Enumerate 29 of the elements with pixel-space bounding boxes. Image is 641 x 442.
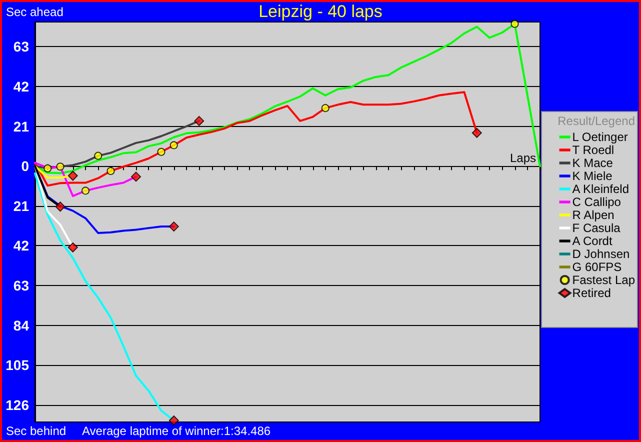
legend-label: Fastest Lap <box>572 273 636 287</box>
y-tick-label: 21 <box>13 198 30 214</box>
legend-label: R Alpen <box>572 208 614 222</box>
y-tick-label: 0 <box>21 158 30 174</box>
y-tick-label: 42 <box>13 78 30 94</box>
x-axis-title: Laps <box>510 151 536 166</box>
legend-label: G 60FPS <box>572 260 622 274</box>
y-tick-label: 126 <box>6 396 30 413</box>
legend-label: C Callipo <box>572 195 622 209</box>
y-tick-label: 84 <box>13 317 30 334</box>
legend-label: T Roedl <box>572 143 614 157</box>
legend-label: F Casula <box>572 221 621 235</box>
y-axis-title: Sec ahead <box>6 5 64 19</box>
legend-label: K Mace <box>572 156 614 170</box>
legend-title: Result/Legend <box>558 114 635 128</box>
legend-label: Retired <box>572 286 611 300</box>
y-tick-label: 21 <box>13 118 30 134</box>
text: Sec behind <box>6 424 66 438</box>
y-tick-label: 105 <box>6 357 30 374</box>
legend-label: L Oetinger <box>572 130 628 144</box>
chart-title: Leipzig - 40 laps <box>258 2 382 21</box>
legend-label: A Kleinfeld <box>572 182 630 196</box>
y-tick-label: 63 <box>13 278 30 294</box>
legend-label: D Johnsen <box>572 247 630 261</box>
y-tick-label: 63 <box>13 38 30 55</box>
text: Average laptime of winner:1:34.486 <box>82 424 271 438</box>
y-tick-label: 42 <box>13 238 30 254</box>
legend-label: A Cordt <box>572 234 613 248</box>
legend-label: K Miele <box>572 169 613 183</box>
